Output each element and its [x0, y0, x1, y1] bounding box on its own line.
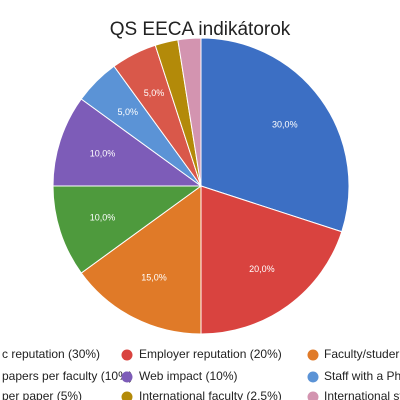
legend-marker — [307, 391, 319, 400]
legend-marker — [121, 349, 133, 361]
legend-label: papers per faculty (10%) — [2, 369, 133, 383]
pie-slice — [52, 98, 203, 187]
legend-label: Employer reputation (20%) — [139, 347, 282, 361]
legend-label: International stu — [324, 389, 400, 400]
legend-label: International faculty (2.5%) — [139, 389, 282, 400]
legend-label: Web impact (10%) — [139, 369, 237, 383]
pie-slice — [200, 185, 343, 335]
pie-slice — [200, 37, 350, 233]
legend-label: per paper (5%) — [2, 389, 82, 400]
pie-slice — [80, 185, 202, 335]
slice-label: 20,0% — [249, 264, 275, 274]
legend-marker — [121, 391, 133, 400]
slice-label: 30,0% — [272, 119, 298, 129]
legend-label: Staff with a PhD — [324, 369, 400, 383]
slice-label: 5,0% — [117, 107, 138, 117]
legend-marker — [307, 371, 319, 383]
legend-marker — [121, 371, 133, 383]
slice-label: 10,0% — [90, 212, 116, 222]
legend-label: c reputation (30%) — [2, 347, 100, 361]
legend-marker — [307, 349, 319, 361]
slice-label: 10,0% — [90, 148, 116, 158]
pie-slice — [52, 185, 203, 274]
pie: 30,0% 20,0% 15,0% 10,0% 10,0% 5,0% 5,0% — [52, 37, 350, 335]
legend: c reputation (30%) Employer reputation (2… — [2, 347, 400, 400]
slice-label: 15,0% — [141, 273, 167, 283]
chart-title: QS EECA indikátorok — [110, 19, 291, 40]
slice-label: 5,0% — [144, 88, 165, 98]
legend-label: Faculty/studer — [324, 347, 399, 361]
pie-slice — [177, 37, 202, 187]
